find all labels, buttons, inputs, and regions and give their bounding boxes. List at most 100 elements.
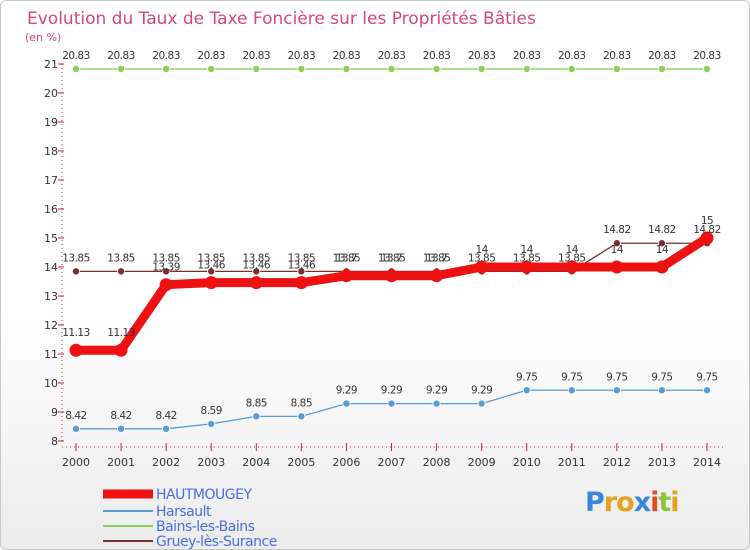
chart-title: Evolution du Taux de Taxe Foncière sur l… [27, 9, 536, 29]
data-label: 9.29 [336, 385, 357, 397]
y-tick-label: 9 [51, 406, 58, 419]
series-layer [69, 64, 714, 433]
x-tick-label: 2012 [603, 456, 631, 469]
data-point [700, 231, 714, 245]
data-point [703, 64, 712, 73]
logo-letter: P [585, 487, 605, 518]
data-point [610, 260, 624, 274]
data-labels: 20.83 20.83 20.83 20.83 20.83 20.83 20.83 20.83… [62, 50, 721, 422]
data-point [387, 64, 396, 73]
logo-letter: i [670, 487, 679, 518]
data-point [114, 343, 128, 357]
data-point [252, 64, 261, 73]
y-tick-label: 16 [44, 203, 58, 216]
data-point [430, 269, 444, 283]
x-tick-label: 2005 [287, 456, 315, 469]
data-point [657, 64, 666, 73]
data-point [252, 412, 261, 421]
data-point [207, 419, 216, 428]
data-label: 11.13 [62, 327, 90, 339]
data-label: 13.46 [243, 260, 271, 272]
data-point [612, 239, 621, 248]
data-point [342, 399, 351, 408]
data-point [655, 260, 669, 274]
x-tick-label: 2007 [378, 456, 406, 469]
data-label: 20.83 [333, 50, 361, 62]
data-point [207, 267, 216, 276]
legend: HAUTMOUGEYHarsaultBains-les-BainsGruey-l… [103, 487, 277, 550]
data-label: 20.83 [197, 50, 225, 62]
data-label: 13.85 [468, 252, 496, 264]
y-tick-label: 10 [44, 377, 58, 390]
data-label: 14 [475, 244, 488, 256]
data-label: 20.83 [693, 50, 721, 62]
y-tick-label: 21 [44, 58, 58, 71]
x-tick-label: 2006 [332, 456, 360, 469]
data-label: 9.75 [516, 371, 537, 383]
data-label: 20.83 [107, 50, 135, 62]
x-tick-label: 2011 [558, 456, 586, 469]
y-tick-label: 13 [44, 290, 58, 303]
data-point [657, 239, 666, 248]
data-point [385, 269, 398, 283]
data-label: 8.42 [65, 410, 86, 422]
logo-letter: o [616, 487, 635, 518]
data-label: 9.29 [471, 385, 492, 397]
data-label: 20.83 [603, 50, 631, 62]
y-tick-label: 17 [44, 174, 58, 187]
data-label: 8.59 [201, 405, 222, 417]
data-point [703, 386, 712, 395]
data-label: 14.82 [603, 224, 631, 236]
data-point [159, 278, 173, 292]
data-point [477, 64, 486, 73]
data-point [204, 276, 218, 290]
data-label: 13.85 [513, 252, 541, 264]
data-point [342, 64, 351, 73]
data-label: 13.39 [152, 262, 180, 274]
x-tick-label: 2008 [423, 456, 451, 469]
data-label: 14 [566, 244, 579, 256]
data-point [567, 64, 576, 73]
data-point [297, 412, 306, 421]
data-label: 20.83 [468, 50, 496, 62]
data-label: 14.82 [648, 224, 676, 236]
y-tick-label: 19 [44, 116, 58, 129]
data-point [69, 343, 83, 357]
data-point [567, 386, 576, 395]
data-label: 20.83 [558, 50, 586, 62]
data-label: 13.85 [333, 252, 361, 264]
logo-letter: x [633, 487, 651, 518]
data-label: 13.85 [558, 252, 586, 264]
data-label: 13.85 [152, 252, 180, 264]
data-point [432, 64, 441, 73]
data-point [387, 399, 396, 408]
x-tick-label: 2009 [468, 456, 496, 469]
x-tick-label: 2014 [693, 456, 721, 469]
data-point [339, 269, 353, 283]
legend-label: Gruey-lès-Surance [156, 534, 277, 550]
data-label: 15 [701, 215, 713, 227]
data-label: 14 [656, 244, 669, 256]
x-tick-label: 2010 [513, 456, 541, 469]
data-label: 9.75 [606, 371, 627, 383]
data-label: 13.7 [426, 253, 447, 265]
data-point [117, 424, 126, 433]
data-point [565, 260, 579, 274]
data-point [117, 64, 126, 73]
data-point [72, 424, 81, 433]
data-point [162, 267, 171, 276]
data-label: 13.85 [107, 252, 135, 264]
data-label: 14 [521, 244, 534, 256]
x-tick-label: 2002 [152, 456, 180, 469]
data-label: 11.13 [107, 327, 135, 339]
data-point [72, 267, 81, 276]
y-tick-label: 8 [51, 435, 58, 448]
data-label: 13.46 [288, 260, 316, 272]
data-label: 20.83 [423, 50, 451, 62]
data-label: 8.42 [155, 410, 176, 422]
data-point [522, 64, 531, 73]
data-label: 20.83 [513, 50, 541, 62]
data-label: 9.29 [381, 385, 402, 397]
data-point [162, 64, 171, 73]
